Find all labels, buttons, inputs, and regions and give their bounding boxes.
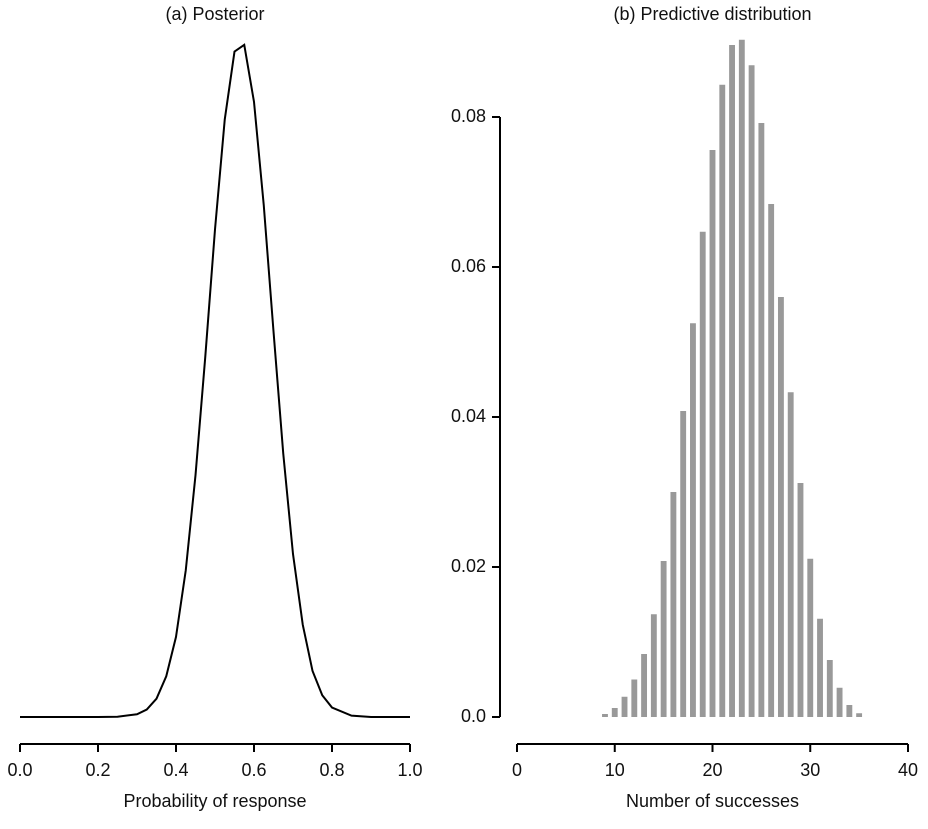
- bar: [817, 618, 823, 717]
- bar: [719, 84, 726, 717]
- y-tick-label: 0.0: [461, 706, 486, 726]
- x-tick-label: 30: [800, 760, 820, 780]
- x-axis-title: Number of successes: [626, 791, 799, 811]
- bar: [748, 65, 755, 717]
- chart-title: (a) Posterior: [165, 4, 264, 24]
- bar: [846, 705, 853, 717]
- bar: [777, 297, 784, 717]
- x-tick-label: 0: [512, 760, 522, 780]
- bar: [611, 708, 618, 717]
- bar: [836, 687, 843, 717]
- bar: [631, 679, 638, 717]
- chart-title: (b) Predictive distribution: [613, 4, 811, 24]
- bar: [641, 654, 648, 717]
- bar: [621, 696, 628, 717]
- bar: [787, 392, 794, 717]
- x-tick-label: 0.6: [241, 760, 266, 780]
- x-tick-label: 0.8: [319, 760, 344, 780]
- y-tick-label: 0.06: [451, 256, 486, 276]
- x-tick-label: 1.0: [397, 760, 422, 780]
- bar: [690, 323, 696, 717]
- x-tick-label: 10: [605, 760, 625, 780]
- x-tick-label: 40: [898, 760, 918, 780]
- bar: [768, 204, 775, 717]
- bar: [738, 39, 745, 717]
- bar: [807, 558, 814, 717]
- bar: [602, 714, 608, 717]
- bar: [856, 713, 863, 717]
- x-axis-title: Probability of response: [123, 791, 306, 811]
- x-tick-label: 0.0: [7, 760, 32, 780]
- bar: [670, 492, 677, 717]
- y-tick-label: 0.02: [451, 556, 486, 576]
- x-tick-label: 20: [702, 760, 722, 780]
- bar: [797, 483, 804, 717]
- x-tick-label: 0.4: [163, 760, 188, 780]
- x-tick-label: 0.2: [85, 760, 110, 780]
- bar: [709, 150, 716, 717]
- bar: [826, 660, 833, 717]
- bar: [758, 123, 765, 717]
- y-tick-label: 0.08: [451, 106, 486, 126]
- bar: [729, 45, 735, 717]
- bar: [660, 561, 667, 717]
- bar: [699, 231, 706, 717]
- y-tick-label: 0.04: [451, 406, 486, 426]
- bar: [650, 614, 657, 717]
- bar: [680, 411, 687, 717]
- density-line: [20, 43, 410, 718]
